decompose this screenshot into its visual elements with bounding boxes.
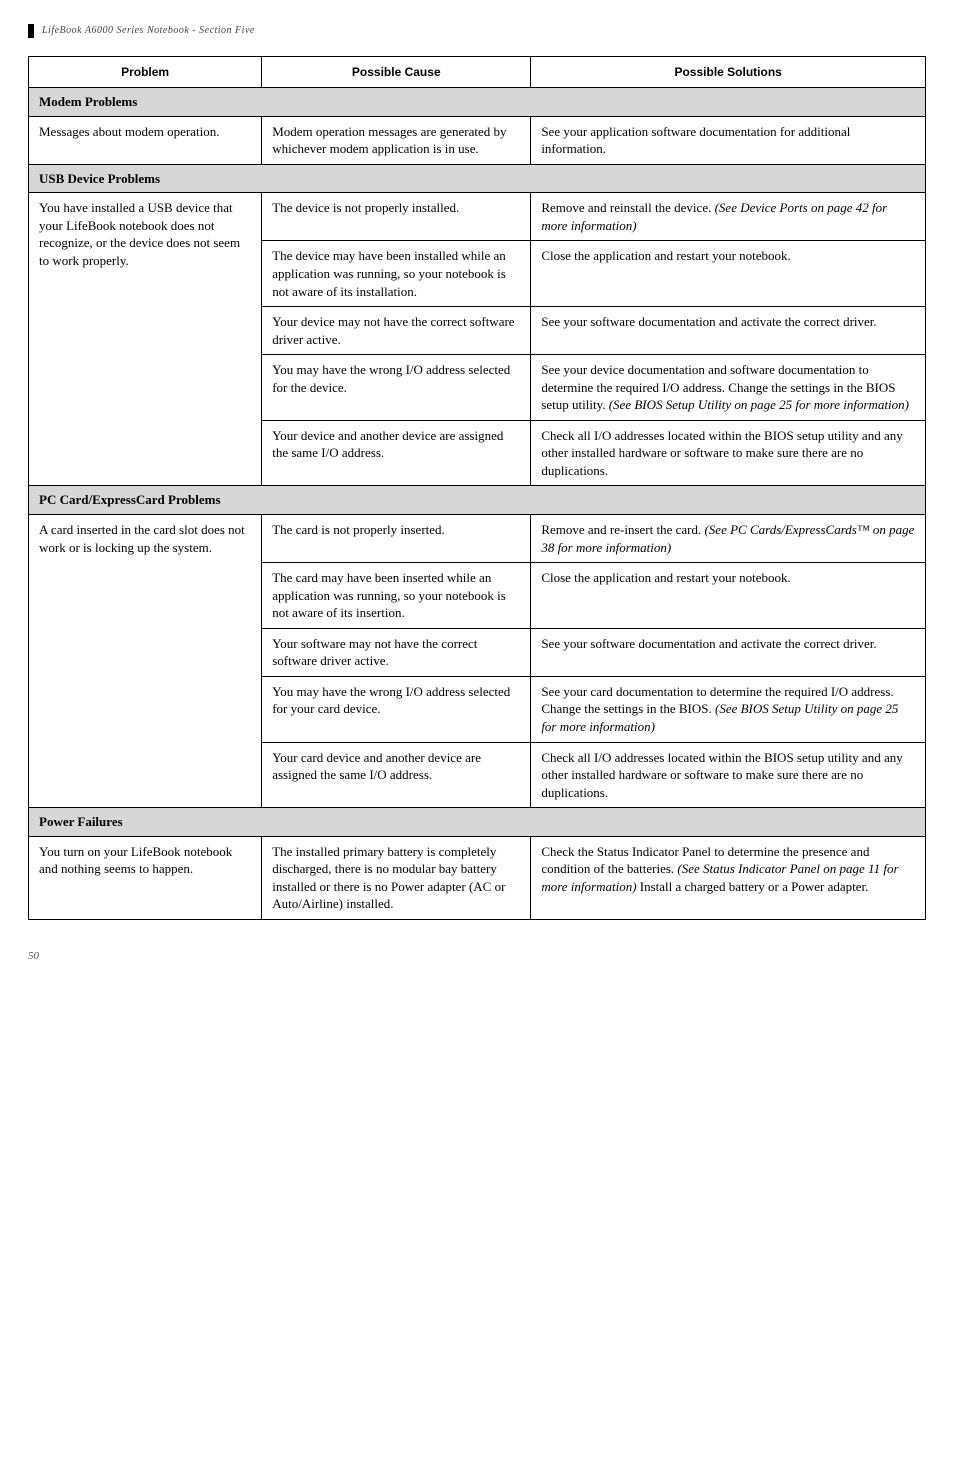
problem-cell: You turn on your LifeBook notebook and n…: [29, 836, 262, 919]
cause-cell: The installed primary battery is complet…: [262, 836, 531, 919]
col-header-cause: Possible Cause: [262, 57, 531, 88]
solution-cell: Close the application and restart your n…: [531, 241, 926, 307]
cause-cell: Your software may not have the correct s…: [262, 628, 531, 676]
page-number: 50: [28, 950, 926, 962]
solution-cell: See your device documentation and softwa…: [531, 355, 926, 421]
cause-cell: You may have the wrong I/O address selec…: [262, 676, 531, 742]
cause-cell: Your card device and another device are …: [262, 742, 531, 808]
cause-cell: The device is not properly installed.: [262, 193, 531, 241]
section-title: Power Failures: [29, 808, 926, 837]
cause-cell: Your device may not have the correct sof…: [262, 307, 531, 355]
section-title: PC Card/ExpressCard Problems: [29, 486, 926, 515]
problem-cell: You have installed a USB device that you…: [29, 193, 262, 486]
solution-cell: Check all I/O addresses located within t…: [531, 420, 926, 486]
cause-cell: You may have the wrong I/O address selec…: [262, 355, 531, 421]
solution-cell: Close the application and restart your n…: [531, 563, 926, 629]
col-header-problem: Problem: [29, 57, 262, 88]
cause-cell: The card is not properly inserted.: [262, 515, 531, 563]
col-header-solutions: Possible Solutions: [531, 57, 926, 88]
table-row: You turn on your LifeBook notebook and n…: [29, 836, 926, 919]
table-row: A card inserted in the card slot does no…: [29, 515, 926, 563]
problem-cell: A card inserted in the card slot does no…: [29, 515, 262, 808]
cause-cell: Your device and another device are assig…: [262, 420, 531, 486]
section-row: PC Card/ExpressCard Problems: [29, 486, 926, 515]
solution-cell: See your application software documentat…: [531, 116, 926, 164]
solution-cell: Check all I/O addresses located within t…: [531, 742, 926, 808]
table-header-row: Problem Possible Cause Possible Solution…: [29, 57, 926, 88]
solution-cell: Remove and reinstall the device. (See De…: [531, 193, 926, 241]
solution-cell: See your card documentation to determine…: [531, 676, 926, 742]
problem-cell: Messages about modem operation.: [29, 116, 262, 164]
cause-cell: Modem operation messages are generated b…: [262, 116, 531, 164]
solution-cell: See your software documentation and acti…: [531, 628, 926, 676]
cause-cell: The card may have been inserted while an…: [262, 563, 531, 629]
solution-cell: See your software documentation and acti…: [531, 307, 926, 355]
page-header: LifeBook A6000 Series Notebook - Section…: [28, 24, 926, 38]
solution-cell: Check the Status Indicator Panel to dete…: [531, 836, 926, 919]
table-row: You have installed a USB device that you…: [29, 193, 926, 241]
solution-cell: Remove and re-insert the card. (See PC C…: [531, 515, 926, 563]
section-title: Modem Problems: [29, 88, 926, 117]
cause-cell: The device may have been installed while…: [262, 241, 531, 307]
section-title: USB Device Problems: [29, 164, 926, 193]
table-row: Messages about modem operation.Modem ope…: [29, 116, 926, 164]
section-row: Power Failures: [29, 808, 926, 837]
section-row: Modem Problems: [29, 88, 926, 117]
section-row: USB Device Problems: [29, 164, 926, 193]
table-body: Modem ProblemsMessages about modem opera…: [29, 88, 926, 920]
troubleshooting-table: Problem Possible Cause Possible Solution…: [28, 56, 926, 920]
